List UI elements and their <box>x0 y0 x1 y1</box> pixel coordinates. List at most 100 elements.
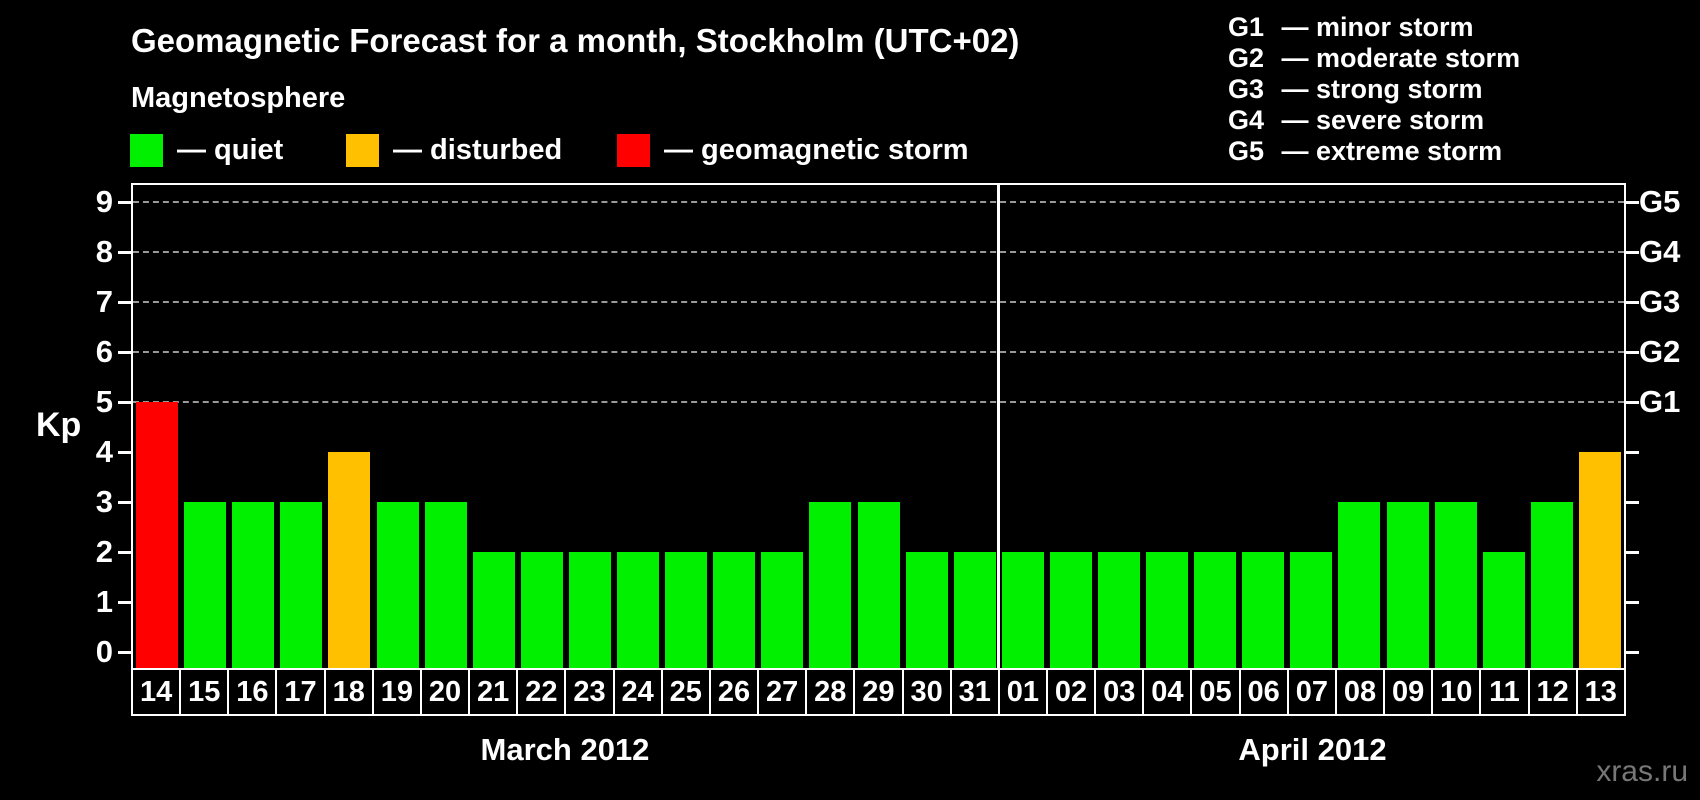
g-axis-label-g2: G2 <box>1639 334 1681 369</box>
x-axis-date-row: 14 15 16 17 18 19 20 21 22 23 24 25 26 27 28 29 30 31 01 02… <box>131 668 1626 716</box>
right-axis-tick <box>1626 551 1639 554</box>
legend-item-disturbed: — disturbed <box>346 134 562 167</box>
bar <box>761 552 804 668</box>
date-cell: 12 <box>1527 668 1578 716</box>
date-cell: 23 <box>564 668 615 716</box>
date-cell: 27 <box>757 668 808 716</box>
right-axis-tick <box>1626 301 1639 304</box>
g5-legend-row: G5 — extreme storm <box>1228 136 1503 166</box>
storm-swatch-icon <box>617 134 650 167</box>
date-cell: 07 <box>1286 668 1337 716</box>
left-axis-tick <box>118 401 131 404</box>
right-axis-tick <box>1626 601 1639 604</box>
left-axis-tick <box>118 351 131 354</box>
y-axis-tick-label: 2 <box>95 534 113 569</box>
gridline-kp9 <box>133 201 1624 203</box>
bar <box>1194 552 1237 668</box>
right-axis-tick <box>1626 401 1639 404</box>
y-axis-tick-label: 1 <box>95 584 113 619</box>
bar <box>136 402 179 668</box>
bar <box>184 502 227 668</box>
bar <box>617 552 660 668</box>
left-axis-tick <box>118 601 131 604</box>
date-cell: 25 <box>660 668 711 716</box>
month-label-march: March 2012 <box>480 732 650 767</box>
date-cell: 16 <box>227 668 278 716</box>
g4-legend-row: G4 — severe storm <box>1228 105 1485 135</box>
bar <box>1386 502 1429 668</box>
date-cell: 21 <box>468 668 519 716</box>
date-cell: 18 <box>323 668 374 716</box>
date-cell: 09 <box>1383 668 1434 716</box>
legend-item-quiet: — quiet <box>130 134 283 167</box>
left-axis-tick <box>118 551 131 554</box>
gridline-kp5 <box>133 401 1624 403</box>
gridline-kp8 <box>133 251 1624 253</box>
bar <box>905 552 948 668</box>
right-axis-tick <box>1626 451 1639 454</box>
date-cell: 19 <box>371 668 422 716</box>
bar <box>424 502 467 668</box>
g-axis-label-g5: G5 <box>1639 184 1681 219</box>
right-axis-tick <box>1626 501 1639 504</box>
bar <box>1434 502 1477 668</box>
bar <box>232 502 275 668</box>
right-axis-tick <box>1626 201 1639 204</box>
date-cell: 06 <box>1238 668 1289 716</box>
bar <box>520 552 563 668</box>
plot-area: 0 1 2 3 4 5 6 7 8 9 G1 G2 G3 G4 G5 <box>96 183 1680 669</box>
date-cell: 14 <box>131 668 182 716</box>
g-axis-label-g1: G1 <box>1639 384 1681 419</box>
left-axis-tick <box>118 301 131 304</box>
date-cell: 10 <box>1431 668 1482 716</box>
y-axis-tick-label: 3 <box>95 484 113 519</box>
magnetosphere-label: Magnetosphere <box>131 82 346 114</box>
date-cell: 11 <box>1479 668 1530 716</box>
bar <box>953 552 996 668</box>
y-axis-tick-label: 8 <box>95 234 113 269</box>
gridline-kp6 <box>133 351 1624 353</box>
legend-disturbed-label: — disturbed <box>393 134 563 166</box>
date-cell: 13 <box>1575 668 1626 716</box>
bar <box>280 502 323 668</box>
g-axis-label-g3: G3 <box>1639 284 1681 319</box>
y-axis-tick-label: 5 <box>95 384 113 419</box>
left-axis-tick <box>118 451 131 454</box>
date-cell: 17 <box>275 668 326 716</box>
date-cell: 04 <box>1142 668 1193 716</box>
date-cell: 30 <box>901 668 952 716</box>
right-axis-tick <box>1626 351 1639 354</box>
y-axis-title: Kp <box>36 406 82 444</box>
month-divider-line <box>997 185 1001 668</box>
disturbed-swatch-icon <box>346 134 379 167</box>
bar <box>472 552 515 668</box>
legend-quiet-label: — quiet <box>177 134 284 166</box>
y-axis-tick-label: 0 <box>95 634 113 669</box>
date-cell: 31 <box>949 668 1000 716</box>
g3-legend-row: G3 — strong storm <box>1228 74 1483 104</box>
date-cell: 20 <box>419 668 471 716</box>
bar <box>1482 552 1525 668</box>
gridline-kp7 <box>133 301 1624 303</box>
legend-storm-label: — geomagnetic storm <box>664 134 969 166</box>
y-axis-tick-label: 9 <box>95 184 113 219</box>
bar <box>376 502 419 668</box>
date-cell: 08 <box>1334 668 1386 716</box>
date-cell: 24 <box>612 668 663 716</box>
bar <box>809 502 852 668</box>
y-axis-tick-label: 4 <box>95 434 113 469</box>
bar <box>1242 552 1285 668</box>
date-cell: 02 <box>1045 668 1097 716</box>
bar <box>328 452 371 668</box>
g-axis-label-g4: G4 <box>1639 234 1681 269</box>
date-cell: 29 <box>853 668 904 716</box>
y-axis-tick-label: 6 <box>95 334 113 369</box>
bar <box>857 502 900 668</box>
y-axis-tick-label: 7 <box>95 284 113 319</box>
g2-legend-row: G2 — moderate storm <box>1228 43 1521 73</box>
left-axis-tick <box>118 251 131 254</box>
right-axis-tick <box>1626 651 1639 654</box>
bar <box>1146 552 1189 668</box>
bar <box>1097 552 1140 668</box>
date-cell: 28 <box>805 668 856 716</box>
